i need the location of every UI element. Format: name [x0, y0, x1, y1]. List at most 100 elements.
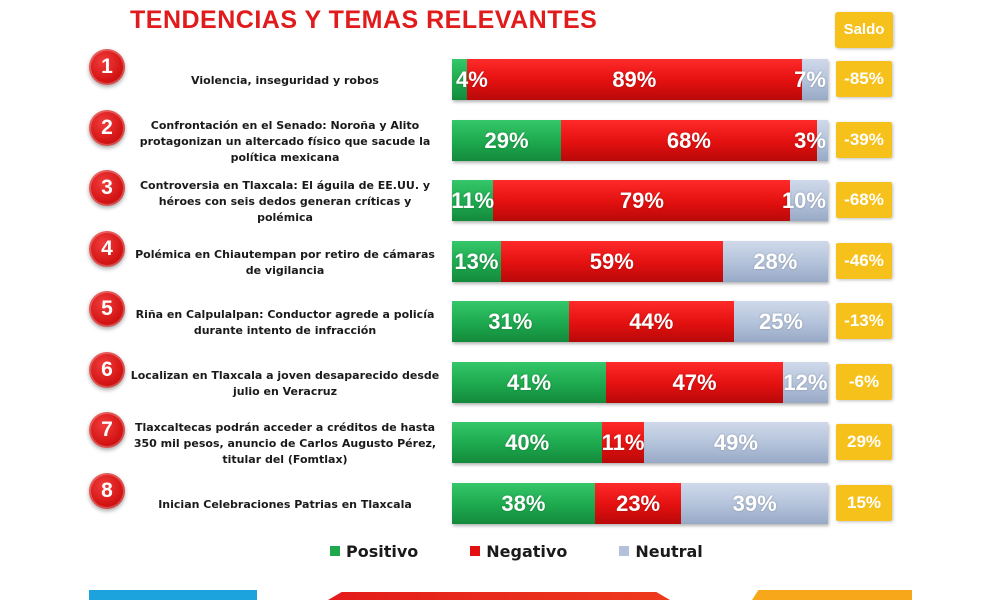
bar-segment-positive: 41% — [452, 362, 607, 403]
bar-segment-negative: 44% — [568, 301, 734, 342]
data-label-negative: 79% — [619, 187, 664, 213]
bar-segment-neutral: 25% — [733, 301, 828, 342]
stacked-bar: 29% 68% 3% — [452, 120, 828, 161]
data-label-positive: 38% — [501, 490, 546, 516]
data-label-neutral: 25% — [758, 308, 803, 334]
data-label-negative: 68% — [666, 127, 711, 153]
stacked-bar: 13% 59% 28% — [452, 241, 828, 282]
data-label-neutral: 3% — [794, 127, 826, 153]
bar-segment-positive: 31% — [452, 301, 569, 342]
rank-badge: 1 — [89, 49, 125, 85]
chart-row: 3 Controversia en Tlaxcala: El águila de … — [0, 170, 1000, 237]
data-label-positive: 41% — [507, 369, 552, 395]
legend-label-neutral: Neutral — [635, 541, 703, 561]
data-label-negative: 47% — [672, 369, 717, 395]
bar-segment-negative: 59% — [500, 241, 723, 282]
legend-item-negative: Negativo — [470, 542, 567, 561]
topic-label: Riña en Calpulalpan: Conductor agrede a … — [135, 308, 435, 337]
bar-segment-negative: 68% — [561, 120, 817, 161]
chart-row: 4 Polémica en Chiautempan por retiro de c… — [0, 231, 1000, 298]
rank-badge: 8 — [89, 473, 125, 509]
rank-badge: 5 — [89, 291, 125, 327]
data-label-positive: 13% — [454, 248, 499, 274]
bar-segment-neutral: 39% — [681, 483, 828, 524]
topic-label: Polémica en Chiautempan por retiro de cá… — [135, 248, 435, 277]
bar-segment-positive: 29% — [452, 120, 562, 161]
data-label-negative: 44% — [629, 308, 674, 334]
bar-segment-neutral: 49% — [643, 422, 828, 463]
chart-row: 7 Tlaxcaltecas podrán acceder a créditos … — [0, 412, 1000, 479]
data-label-neutral: 39% — [732, 490, 777, 516]
bar-segment-positive: 11% — [451, 180, 495, 221]
topic-label: Confrontación en el Senado: Noroña y Ali… — [139, 119, 431, 164]
bar-segment-negative: 79% — [493, 180, 791, 221]
bar-segment-positive: 38% — [452, 483, 595, 524]
legend-swatch-negative — [470, 546, 481, 556]
saldo-value: 15% — [836, 485, 892, 521]
stacked-bar: 4% 89% 7% — [452, 59, 828, 100]
topic-label: Controversia en Tlaxcala: El águila de E… — [139, 179, 431, 224]
rank-badge: 2 — [89, 110, 125, 146]
data-label-positive: 11% — [451, 187, 495, 213]
data-label-positive: 31% — [488, 308, 533, 334]
stacked-bar: 11% 79% 10% — [451, 180, 828, 221]
rank-badge: 7 — [89, 412, 125, 448]
bar-segment-negative: 23% — [594, 483, 682, 524]
bar-segment-neutral: 7% — [794, 59, 828, 100]
decorative-red-strip — [328, 592, 670, 600]
data-label-negative: 23% — [616, 490, 661, 516]
bar-segment-positive: 4% — [452, 59, 488, 100]
topic-label: Tlaxcaltecas podrán acceder a créditos d… — [133, 421, 437, 466]
bar-segment-negative: 47% — [606, 362, 783, 403]
chart-row: 5 Riña en Calpulalpan: Conductor agrede a… — [0, 291, 1000, 358]
rank-badge: 3 — [89, 170, 125, 206]
legend: Positivo Negativo Neutral — [330, 540, 755, 562]
bar-segment-neutral: 12% — [782, 362, 828, 403]
bar-segment-positive: 13% — [452, 241, 501, 282]
chart-row: 1 Violencia, inseguridad y robos 4% 89% 7% -8… — [0, 49, 1000, 116]
topic-label: Inician Celebraciones Patrias en Tlaxcal… — [158, 498, 412, 511]
chart-title: TENDENCIAS Y TEMAS RELEVANTES — [130, 6, 598, 34]
saldo-header: Saldo — [835, 12, 893, 48]
bar-segment-negative: 89% — [467, 59, 802, 100]
bar-segment-neutral: 28% — [722, 241, 828, 282]
bar-segment-negative: 11% — [601, 422, 645, 463]
data-label-neutral: 49% — [713, 429, 758, 455]
saldo-value: -68% — [836, 182, 892, 218]
stacked-bar: 31% 44% 25% — [452, 301, 828, 342]
decorative-orange-strip — [752, 590, 912, 600]
legend-item-neutral: Neutral — [619, 541, 703, 561]
saldo-value: -39% — [836, 122, 892, 158]
saldo-value: -13% — [836, 303, 892, 339]
chart-row: 6 Localizan en Tlaxcala a joven desaparec… — [0, 352, 1000, 419]
data-label-neutral: 12% — [783, 369, 828, 395]
rank-badge: 4 — [89, 231, 125, 267]
saldo-value: 29% — [836, 424, 892, 460]
stacked-bar: 38% 23% 39% — [452, 483, 828, 524]
data-label-negative: 89% — [612, 66, 657, 92]
data-label-positive: 40% — [505, 429, 550, 455]
legend-label-negative: Negativo — [486, 541, 568, 561]
data-label-positive: 29% — [484, 127, 529, 153]
legend-item-positive: Positivo — [330, 542, 418, 561]
topic-label: Violencia, inseguridad y robos — [191, 74, 379, 87]
saldo-value: -85% — [836, 61, 892, 97]
data-label-negative: 59% — [589, 248, 634, 274]
stacked-bar: 40% 11% 49% — [452, 422, 828, 463]
saldo-value: -6% — [836, 364, 892, 400]
data-label-negative: 11% — [601, 429, 645, 455]
legend-swatch-neutral — [619, 546, 630, 556]
data-label-neutral: 7% — [794, 66, 826, 92]
data-label-positive: 4% — [456, 66, 488, 92]
data-label-neutral: 28% — [753, 248, 798, 274]
bar-segment-neutral: 10% — [782, 180, 828, 221]
legend-swatch-positive — [330, 546, 340, 556]
legend-label-positive: Positivo — [346, 541, 419, 561]
chart-row: 2 Confrontación en el Senado: Noroña y Al… — [0, 110, 1000, 177]
bar-segment-positive: 40% — [452, 422, 603, 463]
saldo-value: -46% — [836, 243, 892, 279]
stacked-bar: 41% 47% 12% — [452, 362, 828, 403]
decorative-blue-strip — [89, 590, 257, 600]
topic-label: Localizan en Tlaxcala a joven desapareci… — [130, 369, 440, 398]
data-label-neutral: 10% — [781, 187, 826, 213]
